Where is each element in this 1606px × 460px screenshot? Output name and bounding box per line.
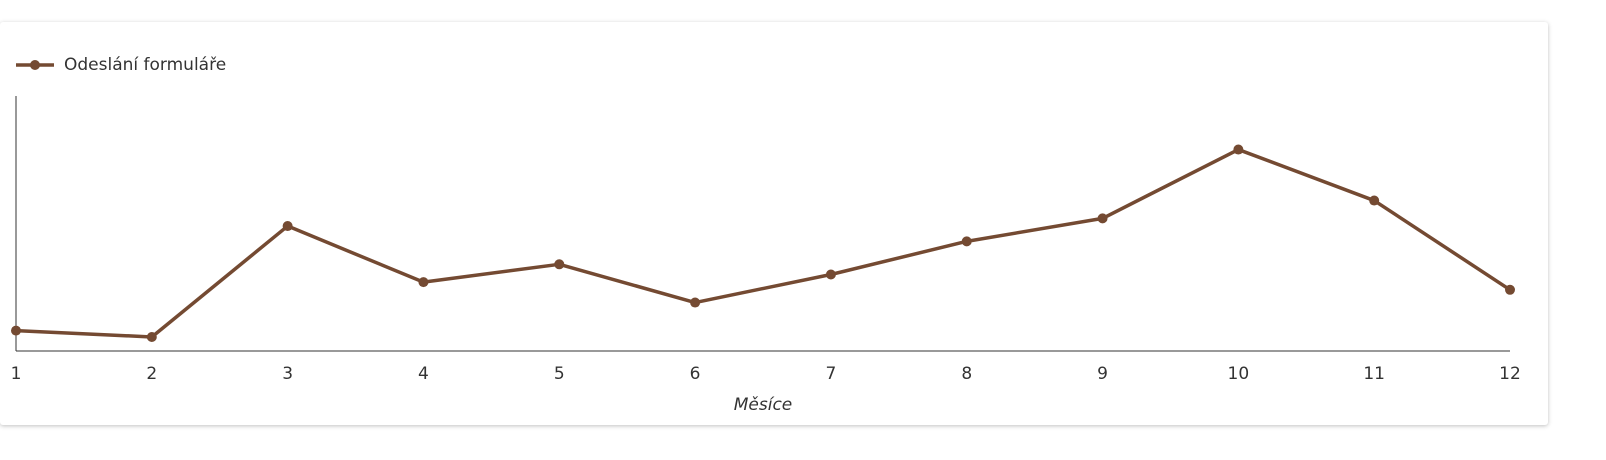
x-tick-label: 10: [1228, 364, 1250, 384]
data-point: [1233, 144, 1244, 155]
x-tick-label: 5: [554, 364, 565, 384]
x-tick-label: 8: [961, 364, 972, 384]
series-line: [15, 147, 1511, 339]
data-point: [418, 277, 429, 288]
chart-card: [0, 22, 1548, 425]
data-point: [961, 236, 972, 247]
x-tick-label: 2: [146, 364, 157, 384]
x-tick-label: 11: [1363, 364, 1385, 384]
x-tick-label: 6: [690, 364, 701, 384]
data-point: [1505, 284, 1515, 295]
data-point: [825, 269, 836, 280]
x-tick-label: 4: [418, 364, 429, 384]
data-point: [282, 221, 293, 232]
data-point: [1369, 195, 1380, 206]
data-point: [146, 331, 157, 342]
x-tick-label: 12: [1499, 364, 1521, 384]
x-axis-label: Měsíce: [734, 395, 793, 415]
legend-label: Odeslání formuláře: [64, 55, 226, 75]
data-point: [1097, 213, 1108, 224]
x-tick-label: 7: [825, 364, 836, 384]
x-tick-label: 3: [282, 364, 293, 384]
data-point: [554, 259, 565, 270]
data-point: [690, 297, 701, 308]
data-point: [11, 325, 21, 336]
x-tick-label: 9: [1097, 364, 1108, 384]
x-tick-label: 1: [11, 364, 22, 384]
legend-marker: [30, 60, 40, 70]
